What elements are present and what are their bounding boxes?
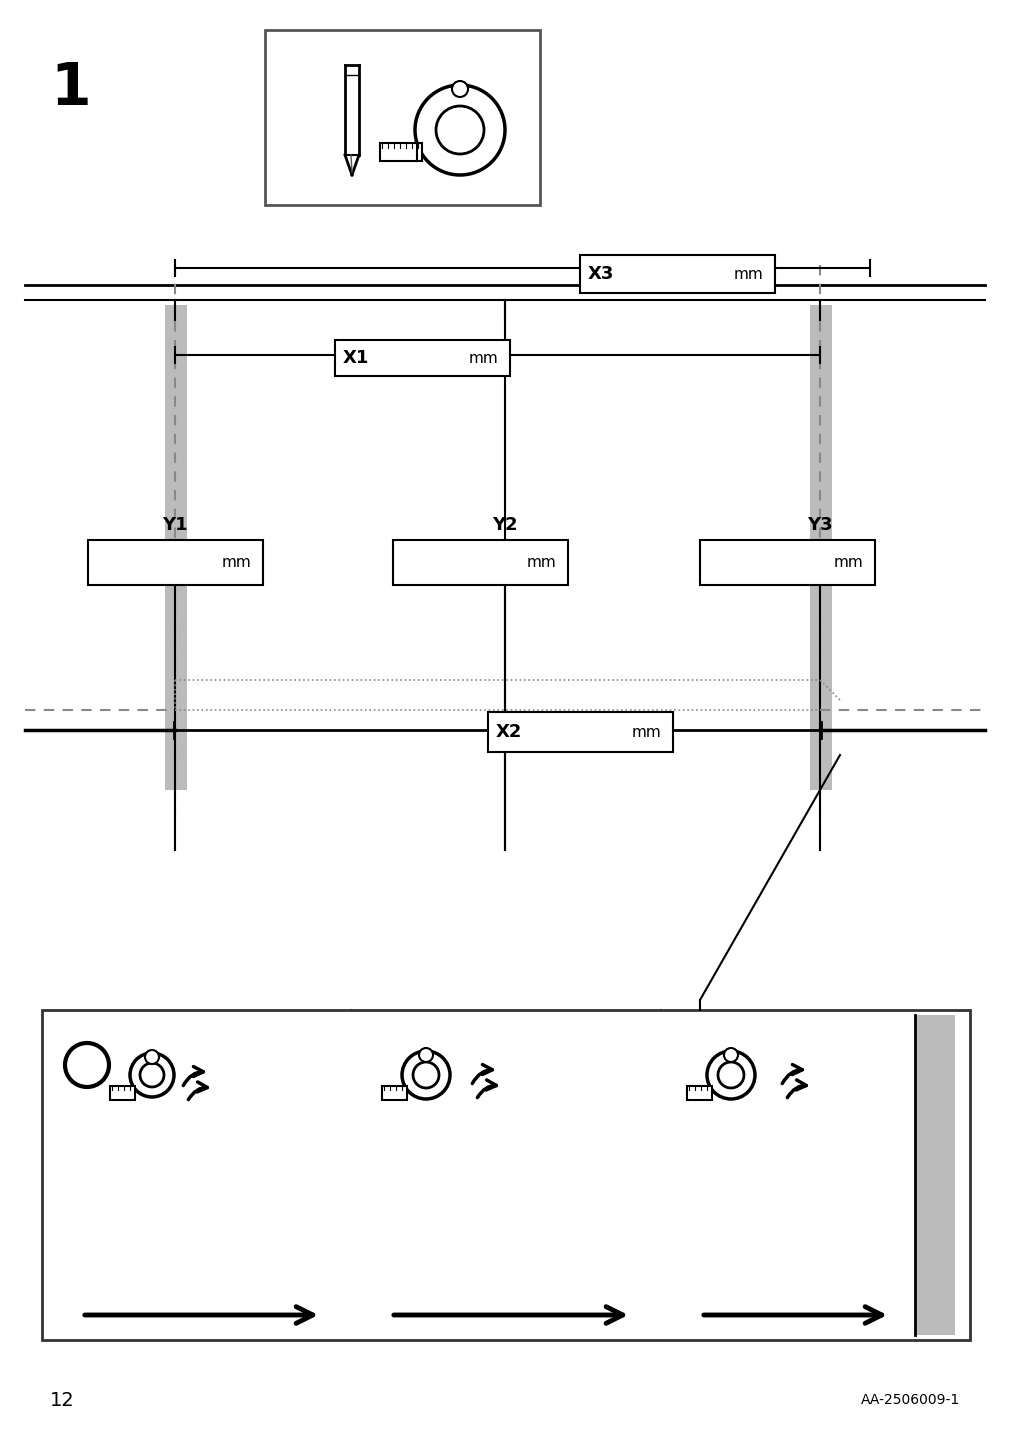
Bar xyxy=(686,1085,712,1100)
Circle shape xyxy=(401,1051,450,1098)
Text: i: i xyxy=(83,1055,91,1075)
Bar xyxy=(381,1085,406,1100)
Text: X1: X1 xyxy=(343,349,369,367)
Text: AA-2506009-1: AA-2506009-1 xyxy=(860,1393,959,1408)
Text: Y2: Y2 xyxy=(491,516,518,534)
Circle shape xyxy=(717,1063,743,1088)
Bar xyxy=(914,1015,954,1335)
Circle shape xyxy=(145,1050,159,1064)
Circle shape xyxy=(415,84,504,175)
Circle shape xyxy=(436,106,483,155)
Circle shape xyxy=(452,82,467,97)
Text: mm: mm xyxy=(631,725,660,739)
Circle shape xyxy=(140,1063,164,1087)
Text: mm: mm xyxy=(526,556,555,570)
Bar xyxy=(42,1010,969,1340)
Bar xyxy=(110,1085,134,1100)
Circle shape xyxy=(419,1048,433,1063)
Text: 1: 1 xyxy=(50,60,91,117)
Text: 12: 12 xyxy=(50,1390,75,1409)
Bar xyxy=(88,540,263,586)
Bar xyxy=(579,255,774,294)
Bar xyxy=(700,540,875,586)
Circle shape xyxy=(129,1053,174,1097)
Circle shape xyxy=(707,1051,754,1098)
Text: X2: X2 xyxy=(495,723,522,740)
Text: mm: mm xyxy=(733,266,762,282)
Text: X3: X3 xyxy=(587,265,614,284)
Text: mm: mm xyxy=(832,556,862,570)
Text: mm: mm xyxy=(468,351,497,365)
Bar xyxy=(265,30,540,205)
Bar xyxy=(487,712,672,752)
Bar xyxy=(165,305,187,790)
Bar xyxy=(809,305,831,790)
Circle shape xyxy=(412,1063,439,1088)
Text: Y3: Y3 xyxy=(807,516,832,534)
Circle shape xyxy=(723,1048,737,1063)
Text: Y1: Y1 xyxy=(162,516,188,534)
Circle shape xyxy=(65,1042,109,1087)
Text: mm: mm xyxy=(221,556,251,570)
Bar xyxy=(392,540,567,586)
Bar xyxy=(335,339,510,377)
Bar xyxy=(379,143,422,160)
